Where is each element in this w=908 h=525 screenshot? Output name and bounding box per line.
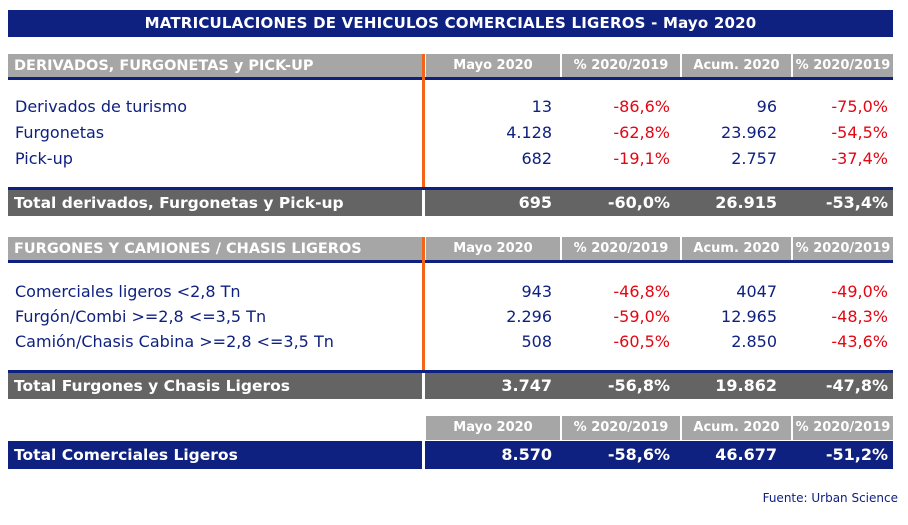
grand-total-row: Total Comerciales Ligeros 8.570 -58,6% 4…	[8, 441, 893, 469]
cell-mayo: 682	[521, 149, 552, 168]
cell-pct-mayo: -62,8%	[613, 123, 670, 142]
grand-total-header: Mayo 2020 % 2020/2019 Acum. 2020 % 2020/…	[426, 416, 893, 440]
col-header-pct-acum: % 2020/2019	[793, 54, 893, 78]
col-header-mayo: Mayo 2020	[426, 237, 560, 261]
column-separator	[422, 190, 425, 216]
cell-pct-mayo: -60,5%	[613, 332, 670, 351]
total-label: Total Furgones y Chasis Ligeros	[14, 377, 290, 395]
cell-pct-acum: -75,0%	[831, 97, 888, 116]
grand-total-pct-mayo: -58,6%	[607, 445, 670, 464]
row-label: Comerciales ligeros <2,8 Tn	[15, 282, 241, 301]
total-acum: 26.915	[715, 193, 777, 212]
col-header-acum: Acum. 2020	[682, 54, 791, 78]
cell-mayo: 508	[521, 332, 552, 351]
row-label: Furgón/Combi >=2,8 <=3,5 Tn	[15, 307, 267, 326]
col-header-acum: Acum. 2020	[682, 416, 791, 440]
total-mayo: 3.747	[501, 376, 552, 395]
total-acum: 19.862	[715, 376, 777, 395]
col-header-pct-acum: % 2020/2019	[793, 237, 893, 261]
cell-acum: 2.850	[731, 332, 777, 351]
cell-mayo: 2.296	[506, 307, 552, 326]
cell-acum: 12.965	[721, 307, 777, 326]
divider-line	[8, 370, 893, 373]
orange-divider	[422, 54, 425, 188]
section-title: DERIVADOS, FURGONETAS y PICK-UP	[8, 54, 424, 78]
cell-pct-acum: -49,0%	[831, 282, 888, 301]
total-pct-mayo: -60,0%	[607, 193, 670, 212]
section-title: FURGONES Y CAMIONES / CHASIS LIGEROS	[8, 237, 424, 261]
row-label: Derivados de turismo	[15, 97, 188, 116]
col-header-pct-mayo: % 2020/2019	[562, 416, 680, 440]
grand-total-pct-acum: -51,2%	[825, 445, 888, 464]
col-header-mayo: Mayo 2020	[426, 54, 560, 78]
total-row-furgones: Total Furgones y Chasis Ligeros 3.747 -5…	[8, 373, 893, 399]
cell-pct-acum: -48,3%	[831, 307, 888, 326]
row-label: Furgonetas	[15, 123, 105, 142]
cell-acum: 23.962	[721, 123, 777, 142]
cell-pct-acum: -37,4%	[831, 149, 888, 168]
divider-line	[8, 77, 893, 80]
column-separator	[422, 441, 425, 469]
cell-pct-mayo: -19,1%	[613, 149, 670, 168]
source-note: Fuente: Urban Science	[762, 491, 898, 505]
total-mayo: 695	[518, 193, 552, 212]
cell-acum: 2.757	[731, 149, 777, 168]
col-header-pct-mayo: % 2020/2019	[562, 54, 680, 78]
col-header-pct-acum: % 2020/2019	[793, 416, 893, 440]
divider-line	[8, 260, 893, 263]
report-title: MATRICULACIONES DE VEHICULOS COMERCIALES…	[8, 10, 893, 37]
col-header-mayo: Mayo 2020	[426, 416, 560, 440]
col-header-acum: Acum. 2020	[682, 237, 791, 261]
cell-mayo: 13	[531, 97, 552, 116]
col-header-pct-mayo: % 2020/2019	[562, 237, 680, 261]
grand-total-acum: 46.677	[715, 445, 777, 464]
cell-pct-acum: -54,5%	[831, 123, 888, 142]
column-separator	[422, 373, 425, 399]
cell-pct-mayo: -46,8%	[613, 282, 670, 301]
cell-acum: 4047	[736, 282, 777, 301]
divider-line	[8, 187, 893, 190]
cell-acum: 96	[756, 97, 777, 116]
orange-divider	[422, 237, 425, 371]
section-header-furgones: FURGONES Y CAMIONES / CHASIS LIGEROS May…	[8, 237, 893, 261]
section-header-derivados: DERIVADOS, FURGONETAS y PICK-UP Mayo 202…	[8, 54, 893, 78]
grand-total-label: Total Comerciales Ligeros	[14, 446, 238, 464]
cell-mayo: 943	[521, 282, 552, 301]
cell-mayo: 4.128	[506, 123, 552, 142]
cell-pct-mayo: -86,6%	[613, 97, 670, 116]
total-pct-acum: -47,8%	[825, 376, 888, 395]
cell-pct-acum: -43,6%	[831, 332, 888, 351]
grand-total-mayo: 8.570	[501, 445, 552, 464]
total-pct-acum: -53,4%	[825, 193, 888, 212]
cell-pct-mayo: -59,0%	[613, 307, 670, 326]
total-pct-mayo: -56,8%	[607, 376, 670, 395]
row-label: Camión/Chasis Cabina >=2,8 <=3,5 Tn	[15, 332, 334, 351]
total-label: Total derivados, Furgonetas y Pick-up	[14, 194, 344, 212]
row-label: Pick-up	[15, 149, 73, 168]
total-row-derivados: Total derivados, Furgonetas y Pick-up 69…	[8, 190, 893, 216]
